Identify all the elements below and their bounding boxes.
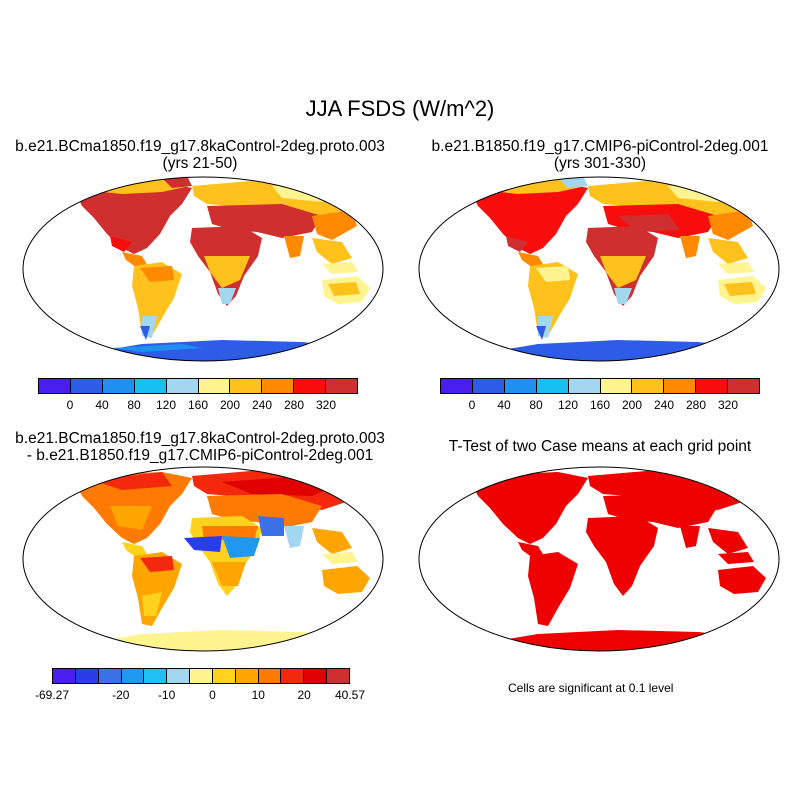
colorbar-tick-label: 240: [251, 398, 273, 412]
colorbar-swatch: [696, 379, 729, 393]
colorbar-tick-label: 0: [66, 398, 74, 412]
significance-note: Cells are significant at 0.1 level: [508, 681, 674, 695]
colorbar-tick-label: 320: [717, 398, 739, 412]
colorbar-swatch: [75, 669, 99, 683]
top-right-title-line1: b.e21.B1850.f19_g17.CMIP6-piControl-2deg…: [431, 138, 769, 155]
australia-land: [718, 566, 766, 594]
south-america-land: [528, 552, 578, 626]
australia-land: [322, 566, 370, 594]
colorbar-tick-label: 240: [653, 398, 675, 412]
colorbar-tick-label: 80: [127, 398, 141, 412]
colorbar-tick-label: 280: [685, 398, 707, 412]
map-bottom-right: [418, 466, 780, 652]
colorbar-tick-label: 320: [315, 398, 337, 412]
antarctica-land: [23, 630, 383, 651]
colorbar-swatch: [230, 379, 263, 393]
colorbar-swatch: [568, 379, 601, 393]
colorbar-tick-label: 120: [557, 398, 579, 412]
colorbar-tick-label: 0: [468, 398, 476, 412]
bottom-right-title: T-Test of two Case means at each grid po…: [448, 438, 752, 455]
colorbar-swatch: [235, 669, 259, 683]
top-right-title-line2: (yrs 301-330): [553, 155, 647, 172]
colorbar-tick-label: 40.57: [334, 688, 366, 702]
colorbar-swatch: [281, 669, 305, 683]
colorbar-top-right: [440, 378, 760, 394]
colorbar-tick-label: 40: [497, 398, 511, 412]
antarctica-land: [419, 340, 779, 361]
colorbar-swatch: [304, 669, 328, 683]
colorbar-swatch: [190, 669, 213, 683]
colorbar-swatch: [632, 379, 665, 393]
colorbar-swatch: [258, 669, 282, 683]
top-left-title-line2: (yrs 21-50): [162, 155, 238, 172]
colorbar-tick-label: 200: [219, 398, 241, 412]
colorbar-tick-label: 160: [589, 398, 611, 412]
colorbar-difference: [52, 668, 350, 684]
top-left-title-line1: b.e21.BCma1850.f19_g17.8kaControl-2deg.p…: [15, 138, 385, 155]
colorbar-swatch: [728, 379, 760, 393]
top-left-title: b.e21.BCma1850.f19_g17.8kaControl-2deg.p…: [0, 138, 400, 172]
colorbar-swatch: [294, 379, 327, 393]
colorbar-swatch: [472, 379, 505, 393]
colorbar-swatch: [664, 379, 697, 393]
colorbar-tick-label: 10: [251, 688, 265, 702]
colorbar-tick-label: -20: [112, 688, 130, 702]
colorbar-tick-label: 280: [283, 398, 305, 412]
north-america-land: [473, 182, 588, 254]
colorbar-swatch: [121, 669, 145, 683]
colorbar-tick-label: 160: [187, 398, 209, 412]
colorbar-swatch: [326, 379, 358, 393]
top-right-title: b.e21.B1850.f19_g17.CMIP6-piControl-2deg…: [400, 138, 800, 172]
colorbar-swatch: [212, 669, 236, 683]
colorbar-swatch: [441, 379, 473, 393]
colorbar-tick-label: 0: [209, 688, 216, 702]
colorbar-swatch: [39, 379, 71, 393]
colorbar-tick-label: 40: [95, 398, 109, 412]
bottom-left-title: b.e21.BCma1850.f19_g17.8kaControl-2deg.p…: [0, 430, 400, 464]
colorbar-swatch: [144, 669, 168, 683]
colorbar-tick-label: -69.27: [34, 688, 70, 702]
bottom-left-title-line2: - b.e21.B1850.f19_g17.CMIP6-piControl-2d…: [26, 447, 374, 464]
colorbar-swatch: [134, 379, 167, 393]
colorbar-swatch: [98, 669, 122, 683]
north-america-land: [473, 472, 588, 544]
antarctica-land: [23, 340, 383, 361]
colorbar-tick-label: 120: [155, 398, 177, 412]
colorbar-swatch: [327, 669, 349, 683]
colorbar-swatch: [262, 379, 295, 393]
map-top-right: [418, 176, 780, 362]
colorbar-swatch: [198, 379, 231, 393]
map-bottom-left: [22, 466, 384, 652]
colorbar-tick-label: -10: [157, 688, 176, 702]
north-america-land: [77, 182, 192, 254]
colorbar-swatch: [600, 379, 633, 393]
colorbar-swatch: [166, 379, 199, 393]
antarctica-land: [419, 630, 779, 651]
colorbar-swatch: [102, 379, 135, 393]
figure-title: JJA FSDS (W/m^2): [305, 96, 495, 121]
colorbar-swatch: [167, 669, 191, 683]
colorbar-swatch: [70, 379, 103, 393]
colorbar-tick-label: 80: [529, 398, 543, 412]
colorbar-swatch: [504, 379, 537, 393]
colorbar-swatch: [536, 379, 569, 393]
colorbar-swatch: [53, 669, 76, 683]
africa-land: [586, 516, 658, 596]
colorbar-tick-label: 20: [297, 688, 311, 702]
colorbar-tick-label: 200: [621, 398, 643, 412]
colorbar-top-left: [38, 378, 358, 394]
map-top-left: [22, 176, 384, 362]
bottom-left-title-line1: b.e21.BCma1850.f19_g17.8kaControl-2deg.p…: [15, 430, 385, 447]
